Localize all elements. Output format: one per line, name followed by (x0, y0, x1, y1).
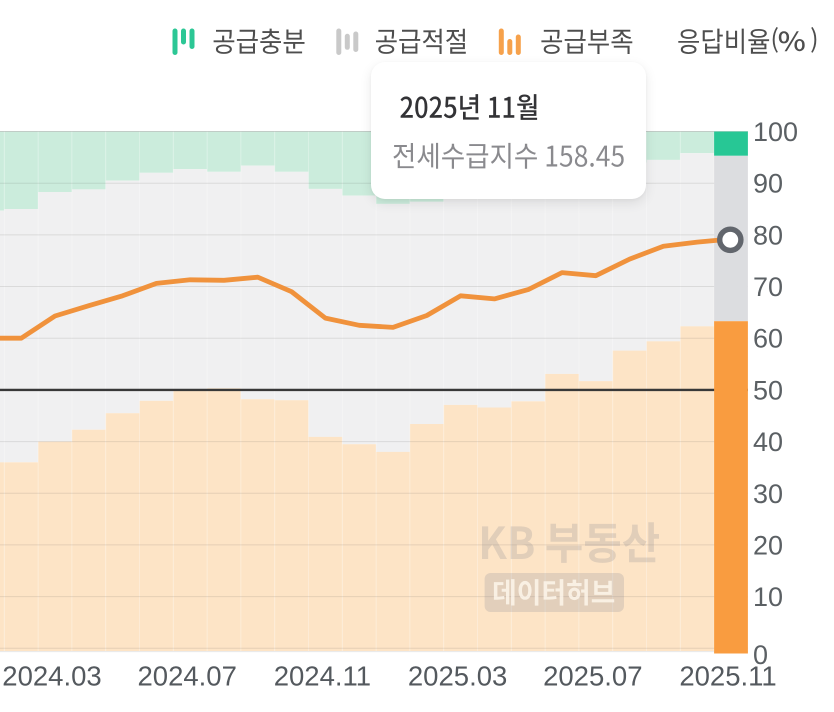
svg-text:80: 80 (753, 220, 783, 250)
svg-text:60: 60 (753, 324, 783, 354)
svg-text:2024.11: 2024.11 (274, 660, 371, 691)
svg-text:2024.03: 2024.03 (2, 660, 101, 691)
svg-text:10: 10 (753, 582, 783, 612)
svg-text:2025.07: 2025.07 (543, 660, 642, 691)
svg-text:2025.11: 2025.11 (679, 660, 776, 691)
svg-text:40: 40 (753, 427, 783, 457)
svg-text:2025.03: 2025.03 (408, 660, 507, 691)
svg-text:90: 90 (753, 169, 783, 199)
svg-text:2024.07: 2024.07 (137, 660, 236, 691)
svg-text:70: 70 (753, 272, 783, 302)
svg-text:50: 50 (753, 375, 783, 405)
svg-text:30: 30 (753, 479, 783, 509)
svg-text:0: 0 (753, 640, 768, 670)
svg-text:100: 100 (753, 117, 798, 147)
svg-text:20: 20 (753, 530, 783, 560)
